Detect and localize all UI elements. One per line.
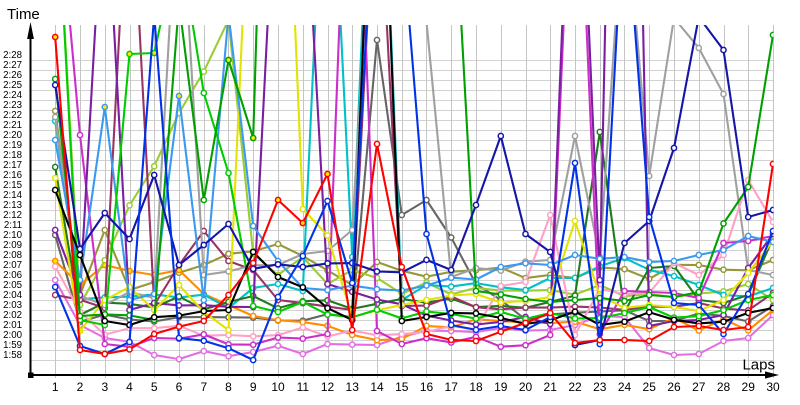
svg-text:8: 8: [225, 380, 232, 394]
svg-text:13: 13: [346, 380, 360, 394]
svg-text:Time: Time: [7, 6, 40, 23]
svg-text:2:05: 2:05: [3, 280, 22, 291]
svg-text:2:10: 2:10: [3, 230, 22, 241]
svg-text:2:24: 2:24: [3, 90, 22, 101]
svg-text:26: 26: [667, 380, 681, 394]
svg-text:2:16: 2:16: [3, 170, 22, 181]
svg-text:1:58: 1:58: [3, 350, 22, 361]
svg-text:2:26: 2:26: [3, 70, 22, 81]
svg-text:2:22: 2:22: [3, 110, 22, 121]
svg-text:2:06: 2:06: [3, 270, 22, 281]
svg-text:1:59: 1:59: [3, 340, 22, 351]
svg-text:2:11: 2:11: [4, 220, 22, 231]
svg-text:2:03: 2:03: [3, 300, 22, 311]
svg-text:15: 15: [395, 380, 409, 394]
svg-text:4: 4: [126, 380, 133, 394]
svg-text:5: 5: [151, 380, 158, 394]
svg-text:2: 2: [77, 380, 84, 394]
svg-text:10: 10: [271, 380, 285, 394]
svg-text:23: 23: [593, 380, 607, 394]
svg-text:30: 30: [766, 380, 780, 394]
svg-text:2:17: 2:17: [3, 160, 22, 171]
svg-text:2:01: 2:01: [3, 320, 22, 331]
svg-text:16: 16: [420, 380, 434, 394]
svg-text:24: 24: [618, 380, 632, 394]
svg-text:3: 3: [101, 380, 108, 394]
svg-text:1: 1: [52, 380, 59, 394]
svg-text:18: 18: [469, 380, 483, 394]
svg-text:22: 22: [568, 380, 582, 394]
svg-text:2:07: 2:07: [3, 260, 22, 271]
svg-text:2:12: 2:12: [3, 210, 22, 221]
svg-text:2:09: 2:09: [3, 240, 22, 251]
svg-text:20: 20: [519, 380, 533, 394]
svg-text:2:28: 2:28: [3, 50, 22, 61]
svg-text:2:00: 2:00: [3, 330, 22, 341]
svg-text:2:13: 2:13: [3, 200, 22, 211]
svg-text:12: 12: [321, 380, 335, 394]
svg-text:2:27: 2:27: [3, 60, 22, 71]
svg-text:9: 9: [250, 380, 257, 394]
svg-text:7: 7: [200, 380, 207, 394]
svg-text:19: 19: [494, 380, 508, 394]
svg-text:2:19: 2:19: [3, 140, 22, 151]
svg-text:2:14: 2:14: [3, 190, 22, 201]
svg-text:2:21: 2:21: [3, 120, 22, 131]
svg-text:14: 14: [370, 380, 384, 394]
svg-text:17: 17: [445, 380, 459, 394]
svg-text:Laps: Laps: [742, 357, 775, 374]
svg-text:11: 11: [297, 380, 310, 394]
svg-text:2:04: 2:04: [3, 290, 22, 301]
svg-text:2:23: 2:23: [3, 100, 22, 111]
svg-text:25: 25: [643, 380, 657, 394]
svg-text:6: 6: [176, 380, 183, 394]
svg-text:2:20: 2:20: [3, 130, 22, 141]
svg-text:2:08: 2:08: [3, 250, 22, 261]
svg-text:27: 27: [692, 380, 706, 394]
svg-text:2:02: 2:02: [3, 310, 22, 321]
svg-text:28: 28: [717, 380, 731, 394]
svg-text:29: 29: [742, 380, 756, 394]
svg-text:2:15: 2:15: [3, 180, 22, 191]
svg-text:2:18: 2:18: [3, 150, 22, 161]
svg-text:21: 21: [544, 380, 558, 394]
svg-text:2:25: 2:25: [3, 80, 22, 91]
